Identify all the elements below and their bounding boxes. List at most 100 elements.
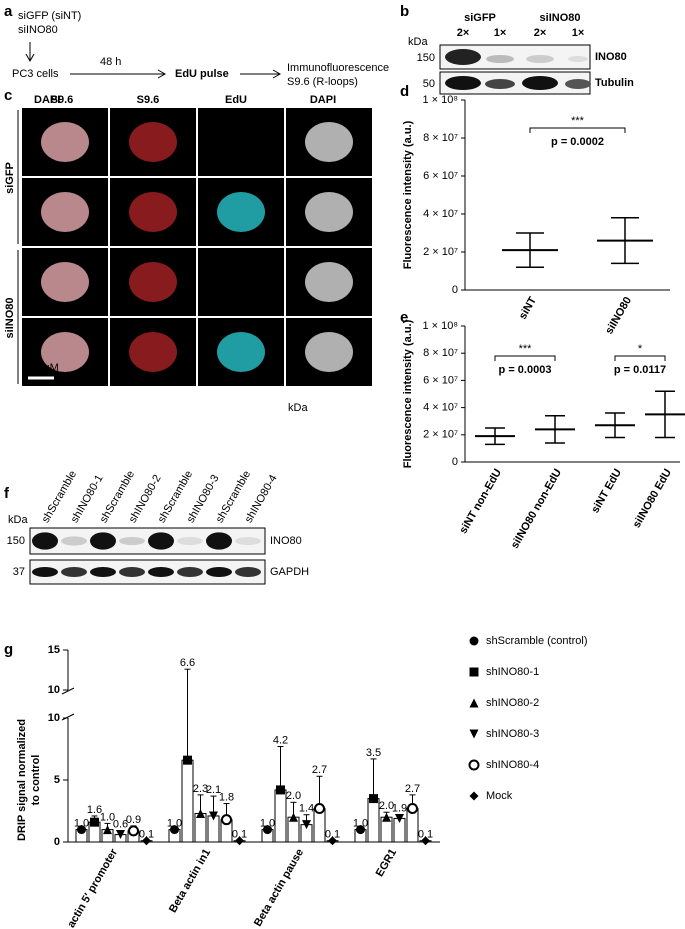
label: c — [4, 87, 12, 104]
arrow-head — [272, 69, 282, 79]
label: f — [4, 485, 10, 502]
value-label: 2.0 — [379, 800, 394, 812]
label: Fluorescence intensity (a.u.) — [402, 319, 414, 468]
marker — [356, 825, 365, 835]
value-label: 2.1 — [206, 784, 221, 796]
marker — [209, 811, 218, 821]
marker — [289, 812, 298, 822]
marker — [263, 825, 272, 835]
marker — [77, 825, 86, 835]
label: a — [4, 3, 13, 20]
micrograph — [198, 248, 284, 316]
band — [32, 567, 58, 577]
marker — [302, 820, 311, 830]
marker — [469, 729, 479, 739]
marker — [382, 812, 391, 822]
y-tick-label: 4 × 10⁷ — [423, 208, 458, 220]
band — [61, 567, 87, 577]
y-tick-label: 5 — [54, 774, 60, 786]
marker — [116, 830, 125, 840]
marker — [469, 791, 479, 801]
value-label: 1.0 — [74, 818, 89, 830]
marker — [103, 825, 112, 835]
bar — [181, 759, 194, 843]
band — [32, 532, 58, 550]
y-tick-label: 10 — [48, 712, 60, 724]
label: *** — [519, 343, 533, 355]
value-label: 4.2 — [273, 734, 288, 746]
label: 2× — [534, 27, 547, 39]
legend-label: shScramble (control) — [486, 635, 587, 647]
y-tick-label: 0 — [452, 456, 458, 468]
marker — [469, 636, 479, 646]
bracket — [494, 355, 556, 361]
band — [235, 537, 261, 545]
marker — [468, 759, 480, 771]
value-label: 1.0 — [100, 811, 115, 823]
y-tick-label: 6 × 10⁷ — [423, 374, 458, 386]
label: kDa — [288, 402, 308, 414]
label: PC3 cells — [12, 68, 59, 80]
label: 48 h — [100, 56, 121, 68]
marker — [196, 808, 205, 818]
nucleus — [41, 332, 89, 372]
band — [148, 567, 174, 577]
bracket — [614, 355, 666, 361]
value-label: 1.0 — [167, 818, 182, 830]
marker — [170, 825, 179, 835]
value-label: 1.8 — [219, 791, 234, 803]
label: 150 — [417, 52, 435, 64]
nucleus — [217, 332, 265, 372]
y-tick-label: 0 — [54, 836, 60, 848]
marker — [369, 794, 378, 804]
x-tick-label: Beta actin in1 — [167, 847, 213, 915]
band — [148, 532, 174, 550]
label: kDa — [408, 36, 428, 48]
marker — [90, 817, 99, 827]
arrow-head — [157, 69, 167, 79]
nucleus — [129, 332, 177, 372]
band — [119, 567, 145, 577]
marker — [395, 813, 404, 823]
nucleus — [305, 122, 353, 162]
y-tick-label: 1 × 10⁸ — [422, 94, 458, 106]
legend-label: Mock — [486, 790, 513, 802]
marker — [314, 803, 325, 815]
value-label: 1.0 — [260, 818, 275, 830]
band — [206, 567, 232, 577]
value-label: 1.0 — [353, 818, 368, 830]
band — [90, 532, 116, 550]
label: S9.6 — [51, 94, 74, 106]
label: p = 0.0002 — [551, 136, 604, 148]
label: Immunofluorescence — [287, 62, 389, 74]
x-tick-label: siINO80 EdU — [631, 467, 674, 530]
arrow-head — [25, 53, 35, 63]
x-tick-label: siNT EdU — [589, 467, 624, 515]
marker — [407, 803, 418, 815]
value-label: 1.6 — [87, 804, 102, 816]
marker — [235, 836, 244, 846]
nucleus — [305, 262, 353, 302]
nucleus — [41, 192, 89, 232]
band — [235, 567, 261, 577]
value-label: 0.1 — [418, 829, 433, 841]
label: Tubulin — [595, 77, 634, 89]
nucleus — [305, 192, 353, 232]
y-tick-label: 6 × 10⁷ — [423, 170, 458, 182]
y-tick-label: 2 × 10⁷ — [423, 429, 458, 441]
marker — [142, 836, 151, 846]
label: DAPI — [310, 94, 336, 106]
legend-label: shINO80-1 — [486, 666, 539, 678]
value-label: 0.6 — [113, 819, 128, 831]
label: 150 — [7, 535, 25, 547]
label: d — [400, 83, 409, 100]
label: e — [400, 309, 408, 326]
band — [206, 532, 232, 550]
label: EdU pulse — [175, 68, 229, 80]
value-label: 6.6 — [180, 657, 195, 669]
marker — [183, 755, 192, 765]
x-tick-label: Beta actin 5′ promoter — [52, 846, 121, 929]
value-label: 0.1 — [325, 829, 340, 841]
y-tick-label: 10 — [48, 684, 60, 696]
label: EdU — [225, 94, 247, 106]
